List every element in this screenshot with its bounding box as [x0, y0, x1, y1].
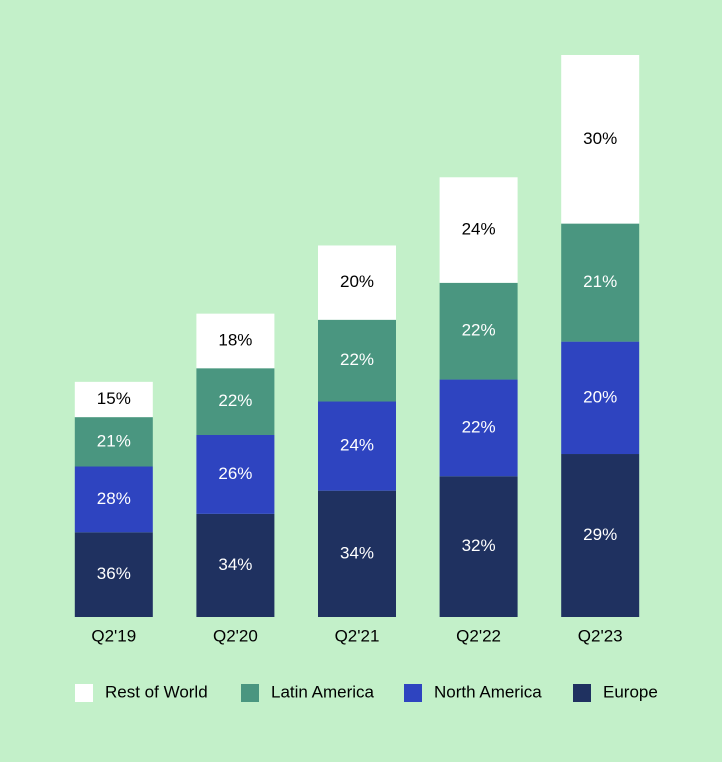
bar-segment [196, 513, 275, 617]
bar-segment [439, 282, 518, 380]
legend-label: Rest of World [105, 682, 208, 701]
bar-segment [561, 341, 640, 455]
data-label: 22% [340, 350, 374, 369]
bar-segment [439, 476, 518, 617]
data-label: 34% [340, 543, 374, 562]
x-tick-label: Q2'23 [578, 626, 623, 645]
data-label: 28% [97, 489, 131, 508]
legend-swatch [241, 684, 259, 702]
bar-segment [74, 417, 153, 467]
bar-segment [561, 223, 640, 342]
data-label: 26% [218, 464, 252, 483]
data-label: 34% [218, 555, 252, 574]
bar-segment [74, 381, 153, 418]
data-label: 22% [462, 417, 496, 436]
data-label: 32% [462, 536, 496, 555]
bar-segment [561, 454, 640, 617]
bar-segment [196, 368, 275, 435]
data-label: 21% [97, 431, 131, 450]
legend-swatch [75, 684, 93, 702]
data-label: 18% [218, 330, 252, 349]
data-label: 20% [340, 272, 374, 291]
bar-segment [318, 245, 396, 320]
data-label: 20% [583, 387, 617, 406]
bar-segment [318, 401, 396, 491]
bar-segment [196, 313, 275, 369]
bar-segment [74, 466, 153, 533]
legend-swatch [573, 684, 591, 702]
legend-label: Latin America [271, 682, 375, 701]
bar-segment [196, 434, 275, 514]
data-label: 22% [218, 391, 252, 410]
x-tick-label: Q2'20 [213, 626, 258, 645]
data-label: 24% [340, 436, 374, 455]
bar-segment [439, 177, 518, 283]
bar-segment [318, 490, 396, 617]
data-label: 29% [583, 525, 617, 544]
bar-segment [74, 532, 153, 617]
legend-swatch [404, 684, 422, 702]
data-label: 24% [462, 220, 496, 239]
legend-label: North America [434, 682, 542, 701]
x-tick-label: Q2'22 [456, 626, 501, 645]
bar-segment [561, 55, 640, 224]
data-label: 30% [583, 129, 617, 148]
x-tick-label: Q2'21 [335, 626, 380, 645]
x-tick-label: Q2'19 [91, 626, 136, 645]
bar-segment [439, 379, 518, 477]
legend-label: Europe [603, 682, 658, 701]
data-label: 22% [462, 321, 496, 340]
data-label: 21% [583, 272, 617, 291]
data-label: 36% [97, 564, 131, 583]
bar-segment [318, 319, 396, 402]
data-label: 15% [97, 389, 131, 408]
